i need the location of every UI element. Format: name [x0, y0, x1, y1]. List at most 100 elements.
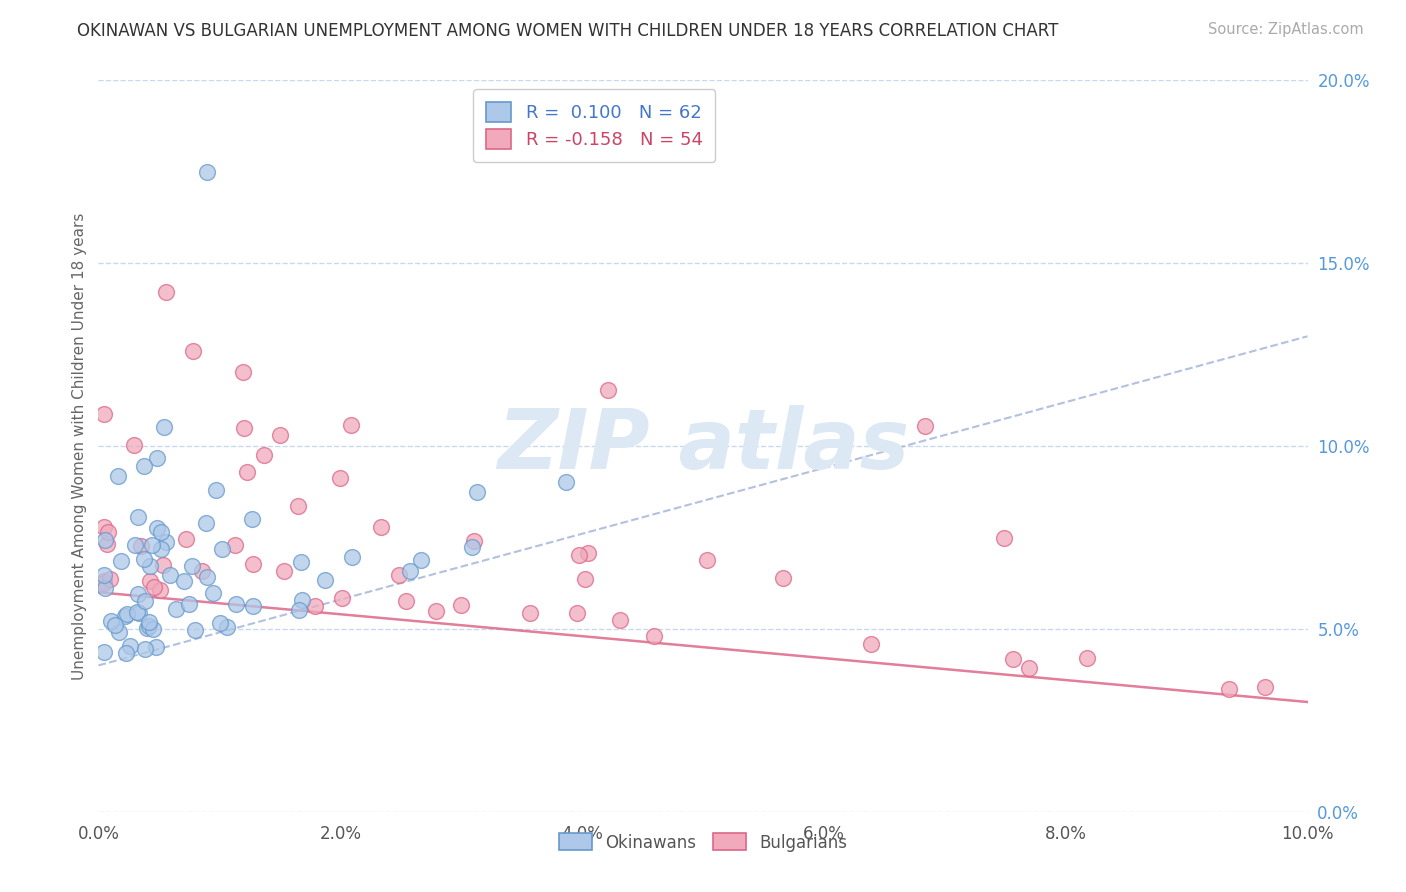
Text: Source: ZipAtlas.com: Source: ZipAtlas.com: [1208, 22, 1364, 37]
Point: [211, 541, 233, 556]
Point: [181, 559, 204, 574]
Point: [242, 511, 264, 525]
Point: [93, 407, 115, 421]
Point: [132, 552, 155, 566]
Point: [242, 599, 264, 614]
Point: [598, 383, 620, 397]
Point: [132, 458, 155, 473]
Point: [287, 499, 309, 513]
Point: [149, 582, 172, 597]
Point: [859, 637, 882, 651]
Point: [555, 475, 578, 489]
Point: [104, 618, 127, 632]
Point: [153, 420, 176, 434]
Point: [93, 645, 115, 659]
Point: [370, 520, 392, 534]
Point: [155, 535, 177, 549]
Point: [141, 538, 163, 552]
Point: [696, 553, 718, 567]
Point: [127, 510, 149, 524]
Point: [174, 532, 197, 546]
Point: [1018, 661, 1040, 675]
Point: [131, 539, 153, 553]
Text: OKINAWAN VS BULGARIAN UNEMPLOYMENT AMONG WOMEN WITH CHILDREN UNDER 18 YEARS CORR: OKINAWAN VS BULGARIAN UNEMPLOYMENT AMONG…: [77, 22, 1059, 40]
Legend: Okinawans, Bulgarians: Okinawans, Bulgarians: [551, 827, 855, 858]
Point: [643, 629, 665, 643]
Point: [574, 572, 596, 586]
Point: [195, 164, 218, 178]
Point: [139, 558, 162, 573]
Point: [1076, 651, 1098, 665]
Point: [155, 285, 177, 299]
Point: [93, 519, 115, 533]
Point: [120, 640, 142, 654]
Point: [340, 550, 363, 565]
Point: [159, 568, 181, 582]
Point: [173, 574, 195, 588]
Point: [290, 555, 312, 569]
Point: [134, 594, 156, 608]
Point: [461, 540, 484, 554]
Point: [565, 606, 588, 620]
Point: [94, 581, 117, 595]
Point: [181, 343, 204, 358]
Point: [1001, 652, 1024, 666]
Point: [425, 604, 447, 618]
Point: [232, 365, 254, 379]
Point: [125, 606, 148, 620]
Point: [195, 570, 218, 584]
Point: [288, 603, 311, 617]
Point: [100, 615, 122, 629]
Point: [388, 568, 411, 582]
Point: [122, 438, 145, 452]
Point: [269, 428, 291, 442]
Point: [450, 599, 472, 613]
Point: [215, 620, 238, 634]
Point: [146, 521, 169, 535]
Point: [114, 646, 136, 660]
Point: [107, 625, 129, 640]
Point: [772, 571, 794, 585]
Point: [139, 574, 162, 589]
Point: [208, 616, 231, 631]
Point: [93, 575, 115, 590]
Point: [138, 615, 160, 630]
Point: [107, 469, 129, 483]
Point: [291, 593, 314, 607]
Point: [519, 606, 541, 620]
Point: [395, 593, 418, 607]
Point: [242, 558, 264, 572]
Point: [110, 554, 132, 568]
Point: [609, 613, 631, 627]
Point: [314, 573, 336, 587]
Point: [993, 531, 1015, 545]
Point: [93, 574, 115, 589]
Point: [304, 599, 326, 614]
Point: [183, 623, 205, 637]
Point: [576, 546, 599, 560]
Point: [398, 565, 420, 579]
Point: [136, 621, 159, 635]
Point: [165, 602, 187, 616]
Point: [411, 553, 433, 567]
Point: [93, 567, 115, 582]
Point: [143, 580, 166, 594]
Point: [150, 525, 173, 540]
Point: [236, 465, 259, 479]
Point: [142, 622, 165, 636]
Point: [98, 572, 121, 586]
Point: [145, 640, 167, 655]
Point: [330, 591, 353, 605]
Point: [138, 619, 160, 633]
Point: [465, 484, 488, 499]
Point: [124, 538, 146, 552]
Point: [463, 533, 485, 548]
Point: [96, 537, 118, 551]
Point: [152, 558, 174, 572]
Point: [94, 533, 117, 547]
Point: [97, 525, 120, 540]
Point: [1218, 681, 1240, 696]
Point: [201, 586, 224, 600]
Point: [177, 597, 200, 611]
Point: [914, 419, 936, 434]
